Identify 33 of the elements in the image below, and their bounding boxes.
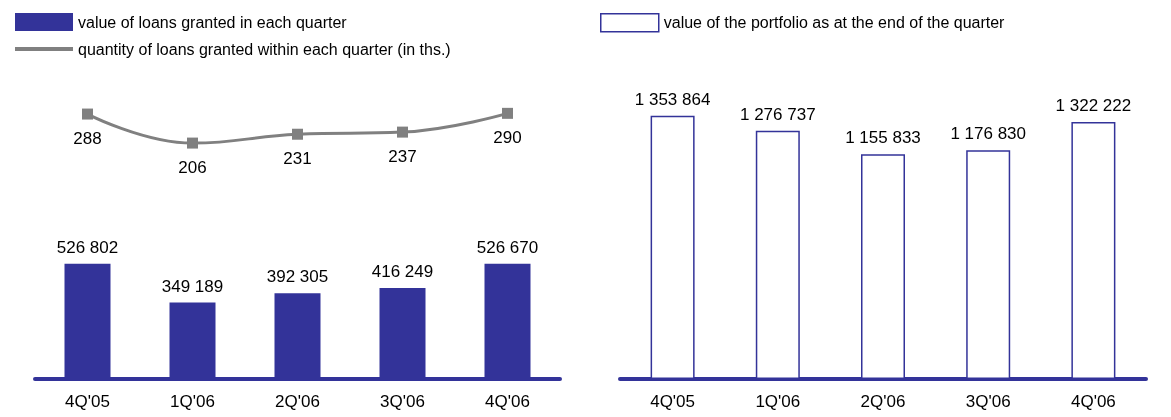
legend-label: quantity of loans granted within each quarter (in ths.) — [78, 40, 451, 58]
x-tick-label: 1Q'06 — [755, 392, 801, 411]
data-label: 1 353 864 — [634, 89, 711, 109]
data-label: 1 155 833 — [845, 128, 921, 148]
data-label: 288 — [73, 128, 102, 148]
point — [82, 108, 93, 120]
x-tick-label: 4Q'05 — [650, 392, 696, 411]
data-label: 1 176 830 — [950, 124, 1027, 144]
data-label: 290 — [493, 127, 522, 147]
data-label: 1 322 222 — [1055, 95, 1132, 115]
x-tick-label: 1Q'06 — [170, 392, 215, 411]
data-label: 231 — [283, 148, 312, 168]
data-label: 416 249 — [371, 261, 434, 281]
data-label: 349 189 — [161, 276, 224, 296]
data-label: 1 276 737 — [739, 104, 816, 124]
data-label: 392 305 — [266, 267, 329, 287]
x-tick-label: 4Q'06 — [1070, 392, 1116, 411]
x-tick-label: 2Q'06 — [275, 392, 320, 411]
x-tick-label: 3Q'06 — [380, 392, 425, 411]
x-tick-label: 2Q'06 — [860, 392, 906, 411]
x-tick-label: 3Q'06 — [965, 392, 1011, 411]
legend-label: value of the portfolio as at the end of the quarter — [663, 14, 1006, 32]
legend-label: value of loans granted in each quarter — [78, 13, 348, 31]
data-label: 206 — [178, 157, 207, 177]
point — [187, 137, 198, 149]
data-label: 526 802 — [56, 237, 119, 257]
x-tick-label: 4Q'05 — [65, 392, 110, 411]
point — [397, 126, 408, 138]
x-tick-label: 4Q'06 — [485, 392, 530, 411]
data-label: 237 — [388, 146, 417, 166]
data-label: 526 670 — [476, 237, 539, 257]
point — [292, 128, 303, 140]
point — [502, 107, 513, 119]
